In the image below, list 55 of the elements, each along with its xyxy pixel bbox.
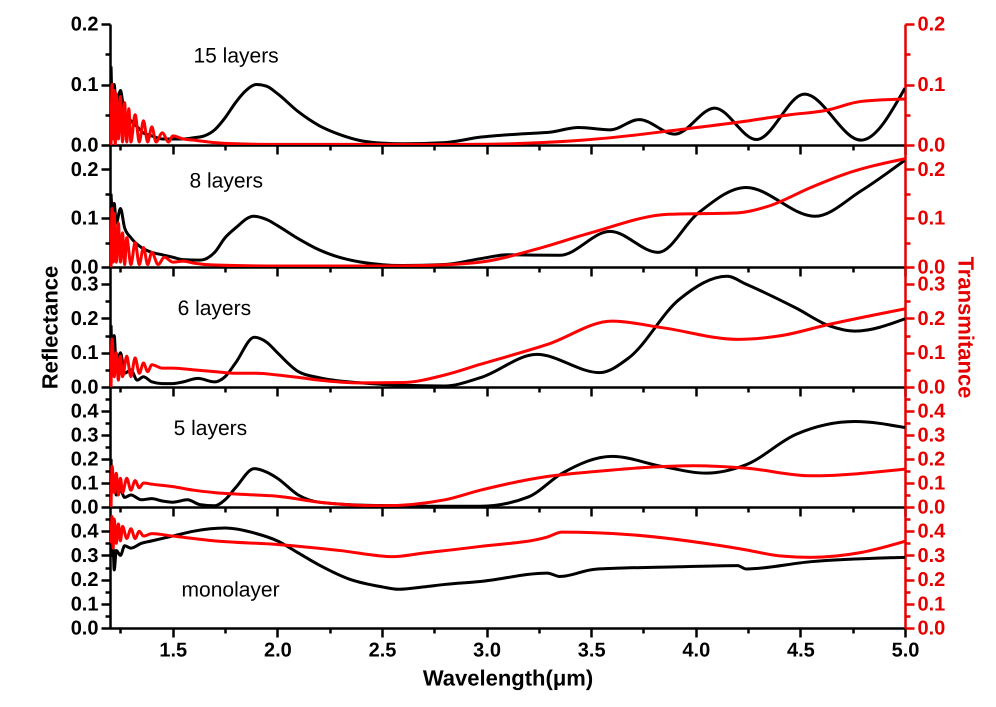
y2-tick-label: 0.1 <box>918 342 946 364</box>
annotation: 5 layers <box>174 417 248 440</box>
y2-tick-label: 0.2 <box>918 158 946 181</box>
y2-tick-label: 0.3 <box>918 544 946 567</box>
y2-tick-label: 0.1 <box>918 208 946 230</box>
y2-tick-label: 0.2 <box>918 14 946 36</box>
y-tick-label: 0.0 <box>70 496 98 518</box>
annotation: 8 layers <box>190 170 264 193</box>
y-tick-label: 0.1 <box>70 472 98 494</box>
x-tick-label: 3.0 <box>473 640 501 662</box>
y-tick-label: 0.2 <box>70 14 98 36</box>
y2-tick-label: 0.0 <box>918 376 946 398</box>
y2-tick-label: 0.4 <box>918 520 946 543</box>
x-axis-title: Wavelength(μm) <box>422 666 594 690</box>
y-tick-label: 0.2 <box>70 569 98 592</box>
y2-tick-label: 0.0 <box>918 134 946 156</box>
y-tick-label: 0.4 <box>70 400 100 422</box>
y2-tick-label: 0.0 <box>918 496 946 518</box>
y-tick-label: 0.1 <box>70 342 98 364</box>
line-series <box>110 515 905 559</box>
x-tick-label: 2.0 <box>264 640 292 662</box>
y-tick-label: 0.2 <box>70 448 98 470</box>
y-axis-title: Reflectance <box>38 266 63 390</box>
y2-tick-label: 0.0 <box>918 618 946 640</box>
y-tick-label: 0.3 <box>70 544 98 567</box>
annotation: 15 layers <box>193 44 279 68</box>
y2-tick-label: 0.4 <box>918 400 946 422</box>
x-tick-label: 4.0 <box>682 640 710 662</box>
y-tick-label: 0.2 <box>70 158 98 181</box>
y-tick-label: 0.1 <box>70 74 98 96</box>
x-tick-label: 3.5 <box>578 640 606 662</box>
y-tick-label: 0.3 <box>70 274 98 296</box>
y2-tick-label: 0.1 <box>918 74 946 96</box>
y-tick-label: 0.4 <box>70 520 100 543</box>
y-tick-label: 0.0 <box>70 376 98 398</box>
x-tick-label: 5.0 <box>892 640 920 662</box>
y-tick-label: 0.0 <box>70 134 98 156</box>
y2-tick-label: 0.1 <box>918 472 946 494</box>
y2-axis-title: Transmitance <box>953 256 978 398</box>
y2-tick-label: 0.2 <box>918 308 946 330</box>
x-tick-label: 2.5 <box>368 640 396 662</box>
x-tick-label: 1.5 <box>159 640 188 662</box>
annotation: monolayer <box>182 578 280 602</box>
y2-tick-label: 0.2 <box>918 448 946 470</box>
y2-tick-label: 0.2 <box>918 569 946 592</box>
y2-tick-label: 0.3 <box>918 424 946 446</box>
y2-tick-label: 0.3 <box>918 274 946 296</box>
y-tick-label: 0.1 <box>70 208 98 230</box>
x-tick-label: 4.5 <box>786 640 815 662</box>
y-tick-label: 0.1 <box>70 593 98 616</box>
y-tick-label: 0.2 <box>70 308 98 330</box>
y-tick-label: 0.3 <box>70 424 98 446</box>
y-tick-label: 0.0 <box>70 618 98 640</box>
annotation: 6 layers <box>178 297 252 320</box>
y2-tick-label: 0.1 <box>918 593 946 616</box>
